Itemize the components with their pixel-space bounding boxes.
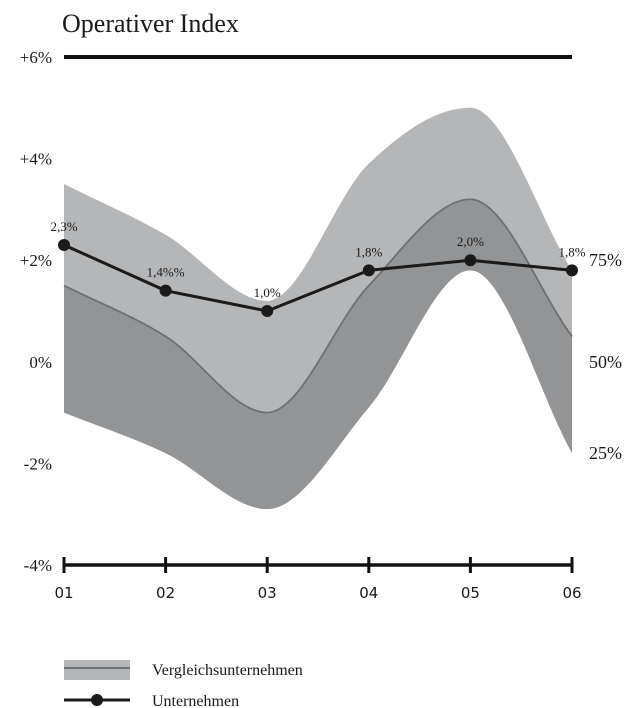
right-tick-label: 50% — [589, 352, 622, 372]
data-point — [464, 254, 477, 267]
data-point — [58, 238, 70, 251]
y-tick-label: +2% — [20, 251, 52, 270]
data-label: 1,8% — [558, 244, 585, 259]
y-tick-label: 0% — [29, 353, 52, 372]
y-tick-label: -4% — [24, 556, 52, 575]
y-tick-label: -2% — [24, 454, 52, 473]
data-label: 1,0% — [254, 285, 281, 300]
y-tick-label: +6% — [20, 48, 52, 67]
data-label: 2,3% — [50, 219, 77, 234]
legend-label-unternehmen: Unternehmen — [152, 693, 239, 708]
band-lower — [64, 199, 572, 510]
x-tick-label: 02 — [156, 584, 175, 602]
legend-marker — [91, 694, 103, 706]
x-tick-label: 04 — [359, 584, 378, 602]
data-point — [362, 264, 375, 277]
right-tick-label: 75% — [589, 250, 622, 270]
band-median-line — [63, 198, 573, 414]
x-tick-label: 06 — [562, 584, 581, 602]
x-tick-label: 05 — [461, 584, 480, 602]
data-label: 1,4%% — [147, 265, 185, 280]
data-point — [159, 284, 172, 297]
right-tick-label: 25% — [589, 443, 622, 463]
x-tick-label: 01 — [54, 584, 73, 602]
data-point — [261, 305, 274, 317]
data-label: 2,0% — [457, 234, 484, 249]
data-point — [566, 264, 578, 277]
data-label: 1,8% — [355, 244, 382, 259]
series-line-unternehmen — [63, 243, 573, 313]
plot-area: -4% -2% 0% +2% +4% +6% 75% 50% 25% 01 02 03 04 05 06 2,… — [20, 48, 622, 602]
x-tick-label: 03 — [258, 584, 277, 602]
legend-label-vergleich: Vergleichsunternehmen — [152, 662, 303, 679]
legend: Vergleichsunternehmen Unternehmen — [64, 660, 303, 708]
y-tick-label: +4% — [20, 150, 52, 169]
legend-band-swatch — [64, 660, 130, 680]
chart-title: Operativer Index — [62, 9, 239, 38]
band-upper — [64, 107, 572, 413]
